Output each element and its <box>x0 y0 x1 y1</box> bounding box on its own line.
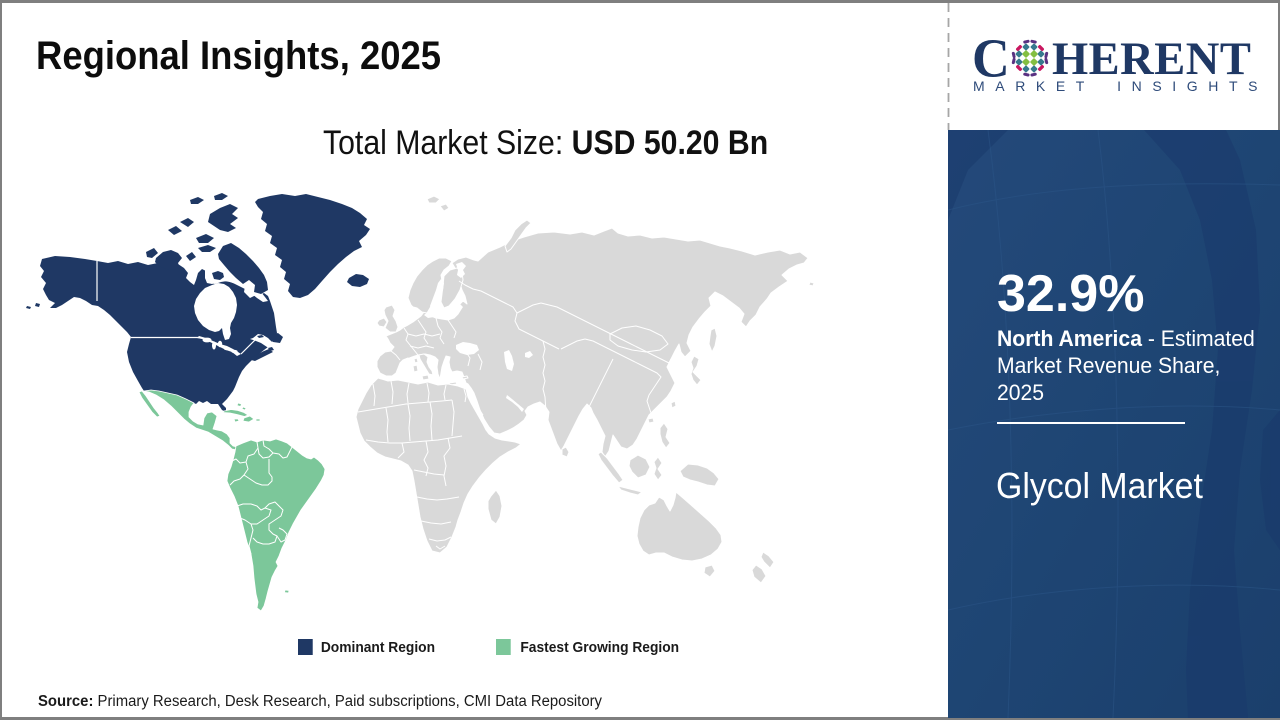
svg-text:HERENT: HERENT <box>1052 34 1251 85</box>
svg-text:MARKET INSIGHTS: MARKET INSIGHTS <box>973 78 1268 94</box>
svg-text:C: C <box>972 27 1010 89</box>
